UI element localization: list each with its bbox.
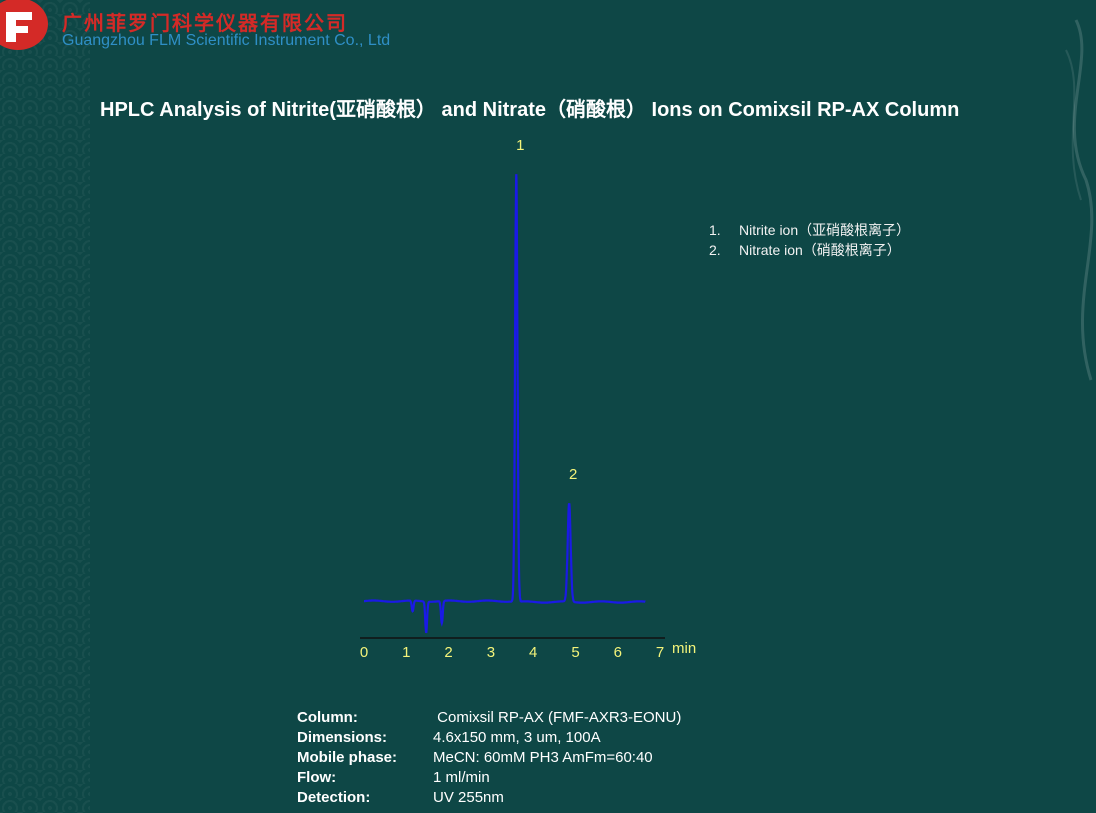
condition-value: 4.6x150 mm, 3 um, 100A	[433, 729, 601, 746]
company-logo	[0, 0, 48, 50]
x-tick-label: 4	[529, 644, 537, 661]
condition-row: Column: Comixsil RP-AX (FMF-AXR3-EONU)	[297, 708, 681, 728]
x-tick-label: 2	[444, 644, 452, 661]
condition-key: Column:	[297, 709, 358, 726]
peak-label: 2	[569, 466, 577, 483]
condition-value: Comixsil RP-AX (FMF-AXR3-EONU)	[433, 709, 682, 726]
peak-label: 1	[516, 137, 524, 154]
peak-legend: 1. Nitrite ion（亚硝酸根离子） 2. Nitrate ion（硝酸根离…	[709, 220, 910, 260]
condition-key: Flow:	[297, 769, 337, 786]
legend-num: 2.	[709, 242, 721, 258]
condition-key: Mobile phase:	[297, 749, 398, 766]
legend-num: 1.	[709, 222, 721, 238]
condition-row: Detection: UV 255nm	[297, 788, 681, 808]
company-name-cn: 广州菲罗门科学仪器有限公司	[62, 13, 348, 35]
x-tick-label: 1	[402, 644, 410, 661]
condition-key: Dimensions:	[297, 729, 388, 746]
legend-item: 1. Nitrite ion（亚硝酸根离子）	[709, 220, 910, 240]
condition-value: UV 255nm	[433, 789, 504, 806]
condition-key: Detection:	[297, 789, 371, 806]
x-tick-label: 5	[571, 644, 579, 661]
condition-value: MeCN: 60mM PH3 AmFm=60:40	[433, 749, 653, 766]
condition-row: Mobile phase: MeCN: 60mM PH3 AmFm=60:40	[297, 748, 681, 768]
x-axis-label: min	[672, 640, 696, 657]
x-tick-label: 0	[360, 644, 368, 661]
legend-label: Nitrite ion（亚硝酸根离子）	[739, 222, 911, 238]
company-name-en: Guangzhou FLM Scientific Instrument Co.,…	[62, 32, 391, 49]
x-tick-label: 6	[614, 644, 622, 661]
x-tick-label: 3	[487, 644, 495, 661]
legend-label: Nitrate ion（硝酸根离子）	[739, 242, 901, 258]
slide-title: HPLC Analysis of Nitrite(亚硝酸根） and Nitra…	[100, 99, 960, 121]
condition-value: 1 ml/min	[433, 769, 490, 786]
x-tick-label: 7	[656, 644, 664, 661]
condition-row: Dimensions: 4.6x150 mm, 3 um, 100A	[297, 728, 681, 748]
background-pattern	[0, 0, 90, 813]
chromatogram-trace	[364, 174, 646, 634]
decorative-ornament	[1065, 19, 1094, 381]
conditions-table: Column: Comixsil RP-AX (FMF-AXR3-EONU) D…	[297, 708, 681, 808]
legend-item: 2. Nitrate ion（硝酸根离子）	[709, 240, 910, 260]
condition-row: Flow: 1 ml/min	[297, 768, 681, 788]
